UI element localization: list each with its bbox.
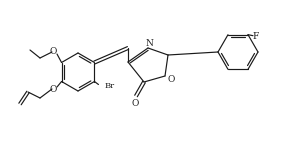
Text: O: O xyxy=(49,47,57,57)
Text: N: N xyxy=(145,38,153,47)
Text: O: O xyxy=(49,85,57,93)
Text: F: F xyxy=(253,32,259,41)
Text: O: O xyxy=(167,74,175,83)
Text: Br: Br xyxy=(104,83,115,90)
Text: O: O xyxy=(131,98,139,107)
